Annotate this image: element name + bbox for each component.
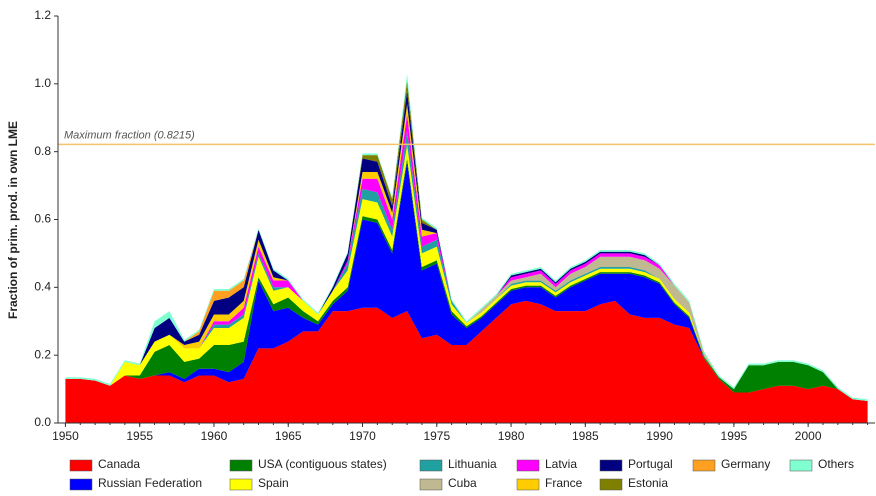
legend-swatch [69, 478, 93, 491]
y-tick-label: 0.4 [34, 280, 51, 294]
y-tick-label: 0.6 [34, 212, 51, 226]
x-tick-label: 1980 [498, 429, 525, 443]
y-tick-label: 1.0 [34, 76, 51, 90]
legend-swatch [516, 459, 540, 472]
x-tick-label: 1960 [201, 429, 228, 443]
area [65, 161, 868, 401]
x-tick-label: 1975 [423, 429, 450, 443]
legend-swatch [599, 478, 623, 491]
x-tick-label: 1985 [572, 429, 599, 443]
x-tick-label: 1990 [646, 429, 673, 443]
legend-label: Latvia [545, 457, 577, 471]
x-tick-label: 1965 [275, 429, 302, 443]
annotation: Maximum fraction (0.8215) [64, 129, 195, 141]
legend-label: Germany [721, 457, 770, 471]
legend-swatch [692, 459, 716, 472]
legend-swatch [69, 459, 93, 472]
x-tick-label: 1995 [721, 429, 748, 443]
y-tick-label: 1.2 [34, 8, 51, 22]
area [65, 158, 868, 401]
x-tick-label: 2000 [795, 429, 822, 443]
legend-label: Estonia [628, 476, 668, 490]
legend-label: Spain [258, 476, 289, 490]
y-tick-label: 0.0 [34, 415, 51, 429]
legend-label: Russian Federation [98, 476, 202, 490]
legend-label: France [545, 476, 583, 490]
y-axis-title: Fraction of prim. prod. in own LME [6, 121, 20, 319]
area [65, 300, 868, 423]
legend-label: Others [818, 457, 854, 471]
legend-swatch [419, 478, 443, 491]
x-tick-label: 1970 [349, 429, 376, 443]
legend-swatch [229, 478, 253, 491]
y-tick-label: 0.8 [34, 144, 51, 158]
legend-swatch [419, 459, 443, 472]
legend-label: Portugal [628, 457, 673, 471]
legend-swatch [516, 478, 540, 491]
legend-swatch [789, 459, 813, 472]
legend-label: Canada [98, 457, 140, 471]
legend-swatch [229, 459, 253, 472]
legend-label: USA (contiguous states) [258, 457, 387, 471]
x-tick-label: 1950 [52, 429, 79, 443]
legend-label: Cuba [448, 476, 477, 490]
y-tick-label: 0.2 [34, 347, 51, 361]
legend-label: Lithuania [448, 457, 497, 471]
legend-swatch [599, 459, 623, 472]
x-tick-label: 1955 [126, 429, 153, 443]
